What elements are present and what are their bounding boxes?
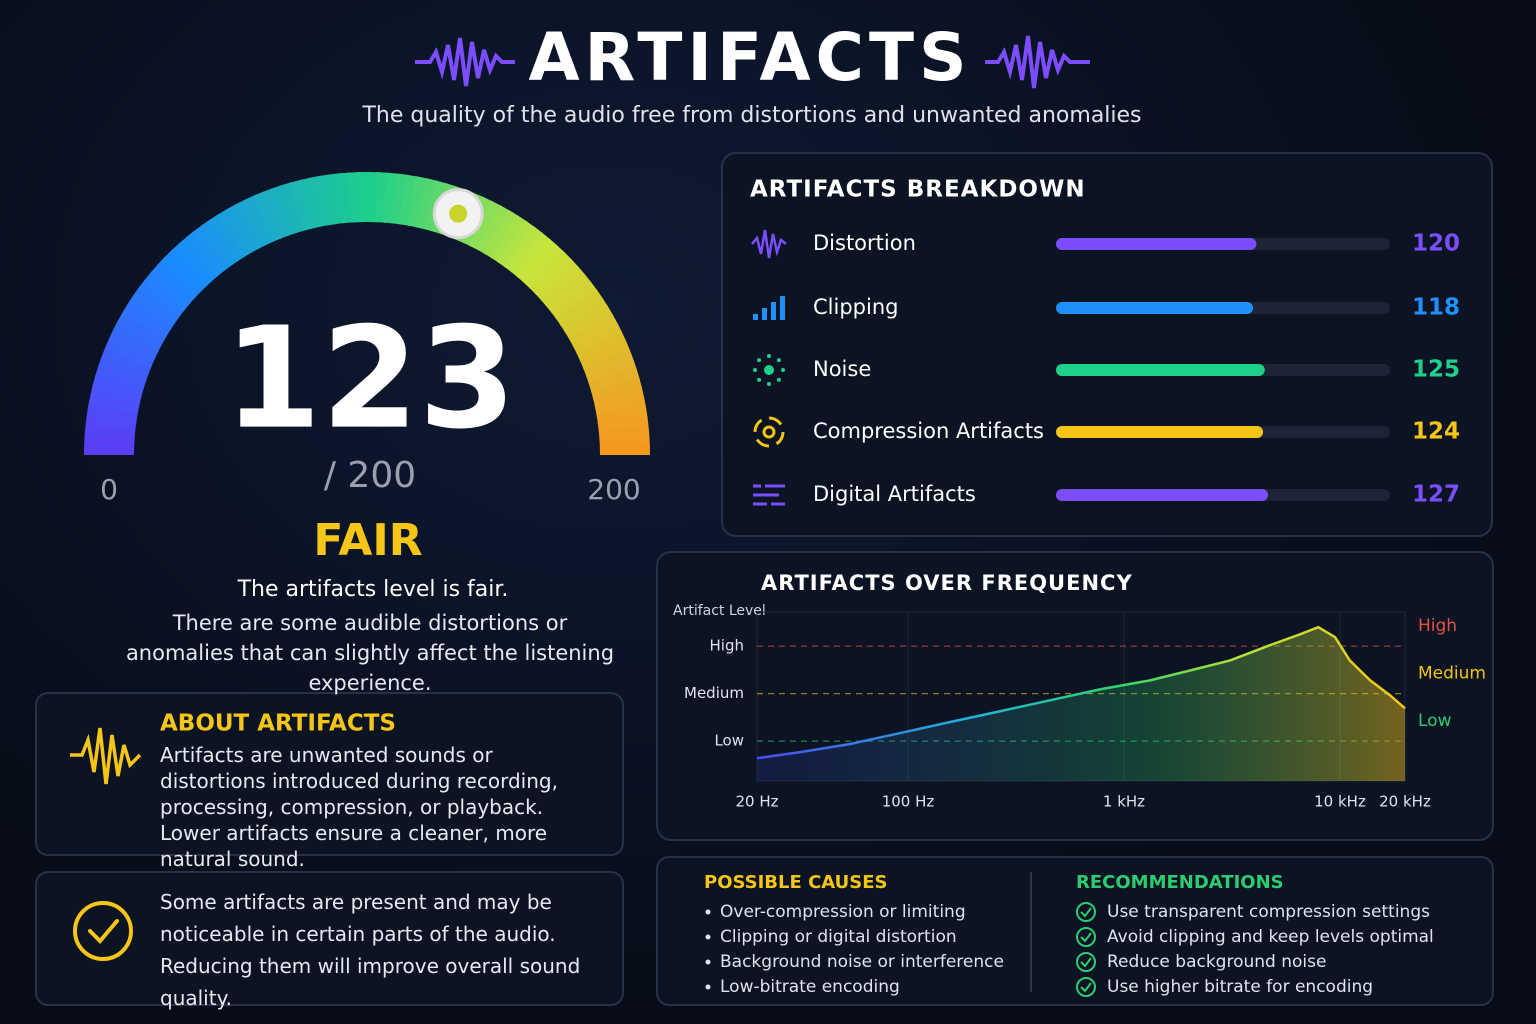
icon <box>753 493 779 497</box>
icon <box>753 502 767 506</box>
description: There are some audible distortions or an… <box>125 611 615 695</box>
bar <box>1056 302 1254 314</box>
item-label: Distortion <box>813 231 916 255</box>
check-bullet-mark <box>1080 907 1092 918</box>
zone-label: High <box>1418 616 1457 636</box>
icon <box>753 416 785 448</box>
chart-title: ARTIFACTS OVER FREQUENCY <box>761 571 1133 595</box>
x-tick-label: 10 kHz <box>1314 793 1366 811</box>
icon <box>765 484 785 488</box>
check-bullet <box>1076 977 1096 997</box>
icon <box>751 229 787 259</box>
icon <box>753 484 761 488</box>
rating: FAIR <box>313 515 422 566</box>
icon <box>767 354 771 358</box>
icon <box>753 368 757 372</box>
breakdown-title: ARTIFACTS BREAKDOWN <box>750 177 1086 203</box>
bar <box>1056 364 1265 376</box>
subtitle: The quality of the audio free from disto… <box>361 103 1141 128</box>
bullet <box>705 934 711 940</box>
icon <box>781 368 785 372</box>
item-value: 118 <box>1412 295 1460 321</box>
icon <box>764 365 774 375</box>
wave-icon <box>985 35 1090 89</box>
about-title: ABOUT ARTIFACTS <box>160 711 396 737</box>
gauge-min: 0 <box>100 473 118 506</box>
recommendation-item: Use higher bitrate for encoding <box>1107 977 1373 997</box>
check-bullet-mark <box>1080 932 1092 943</box>
zone-label: Low <box>1418 711 1452 731</box>
icon <box>753 314 758 320</box>
about-icon <box>70 727 142 785</box>
item-value: 124 <box>1412 419 1460 445</box>
recommendation-item: Use transparent compression settings <box>1107 902 1430 922</box>
gauge-marker-dot <box>449 204 468 223</box>
x-tick-label: 100 Hz <box>882 793 935 811</box>
icon <box>757 358 762 363</box>
x-tick-label: 20 kHz <box>1379 793 1431 811</box>
y-tick-label: High <box>710 637 744 655</box>
check-bullet-mark <box>1080 957 1092 968</box>
wave-icon <box>415 37 515 87</box>
item-value: 125 <box>1412 357 1460 383</box>
x-tick-label: 1 kHz <box>1103 793 1145 811</box>
icon <box>767 382 771 386</box>
y-tick-label: Low <box>714 732 744 750</box>
cause-item: Clipping or digital distortion <box>720 927 957 947</box>
check-icon <box>73 901 133 961</box>
check-bullet <box>1076 927 1096 947</box>
y-tick-label: Medium <box>684 684 744 702</box>
note-text: Some artifacts are present and may be no… <box>160 890 581 1010</box>
check-bullet <box>1076 952 1096 972</box>
item-label: Noise <box>813 357 871 381</box>
about-panel <box>35 692 624 856</box>
cause-item: Over-compression or limiting <box>720 902 966 922</box>
recommendations-title: RECOMMENDATIONS <box>1076 872 1284 893</box>
icon <box>776 358 781 363</box>
area <box>757 627 1405 781</box>
title: ARTIFACTS <box>528 19 971 96</box>
x-tick-label: 20 Hz <box>735 793 778 811</box>
line <box>756 625 1406 760</box>
icon <box>771 502 785 506</box>
cause-item: Low-bitrate encoding <box>720 977 900 997</box>
bullet <box>705 909 711 915</box>
item-label: Clipping <box>813 295 898 319</box>
recommendation-item: Avoid clipping and keep levels optimal <box>1107 927 1434 947</box>
bar <box>1056 489 1269 501</box>
bullet <box>705 959 711 965</box>
gauge-max-label: / 200 <box>324 455 416 496</box>
check-mark <box>88 919 119 944</box>
item-label: Compression Artifacts <box>813 419 1044 443</box>
causes-panel <box>656 856 1494 1006</box>
icon <box>757 377 762 382</box>
causes-title: POSSIBLE CAUSES <box>704 872 888 893</box>
check-bullet <box>1076 902 1096 922</box>
item-value: 120 <box>1412 231 1460 257</box>
item-label: Digital Artifacts <box>813 482 976 506</box>
breakdown-panel <box>721 152 1493 537</box>
bar <box>1056 426 1264 438</box>
gauge-value: 123 <box>224 298 516 461</box>
bullet <box>705 984 711 990</box>
item-value: 127 <box>1412 482 1460 508</box>
summary: The artifacts level is fair. <box>237 577 509 602</box>
note-panel <box>35 871 624 1006</box>
icon <box>780 296 785 320</box>
icon <box>762 308 767 320</box>
about-text: Artifacts are unwanted sounds or distort… <box>160 743 558 871</box>
icon <box>776 377 781 382</box>
bar <box>1056 238 1257 250</box>
zone-label: Medium <box>1418 664 1486 684</box>
icon <box>771 302 776 320</box>
icon <box>762 425 776 439</box>
check-bullet-mark <box>1080 982 1092 993</box>
cause-item: Background noise or interference <box>720 952 1004 972</box>
gauge-max: 200 <box>587 473 640 506</box>
recommendation-item: Reduce background noise <box>1107 952 1326 972</box>
y-axis-label: Artifact Level <box>673 603 766 619</box>
